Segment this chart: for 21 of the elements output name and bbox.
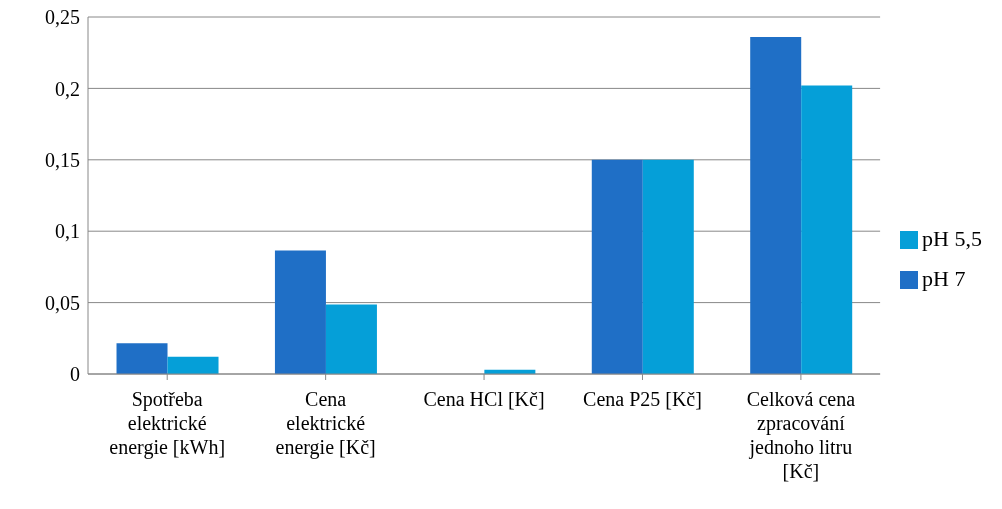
x-tick-label: Cena HCl [Kč] xyxy=(423,388,545,410)
x-tick-label: Cena elektrické energie [Kč] xyxy=(275,388,376,459)
y-tick-label: 0,2 xyxy=(55,77,80,100)
y-tick-label: 0,25 xyxy=(45,6,80,29)
y-tick-label: 0,1 xyxy=(55,220,80,243)
bar xyxy=(167,356,219,374)
x-tick-label: Spotřeba elektrické energie [kWh] xyxy=(109,388,226,459)
legend-label: pH 5,5 xyxy=(922,225,982,251)
bar xyxy=(642,159,694,374)
bar xyxy=(750,36,802,374)
x-tick-label: Celková cena zpracování jednoho litru [Kč] xyxy=(746,388,856,482)
y-tick-label: 0,15 xyxy=(45,148,80,171)
bar xyxy=(325,304,377,374)
x-tick-label: Cena P25 [Kč] xyxy=(583,388,702,410)
bar xyxy=(591,159,643,374)
y-tick-label: 0,05 xyxy=(45,291,80,314)
bar xyxy=(116,343,168,374)
legend-label: pH 7 xyxy=(922,265,966,291)
bar xyxy=(274,250,326,374)
bar xyxy=(801,85,853,374)
y-tick-label: 0 xyxy=(70,363,80,386)
